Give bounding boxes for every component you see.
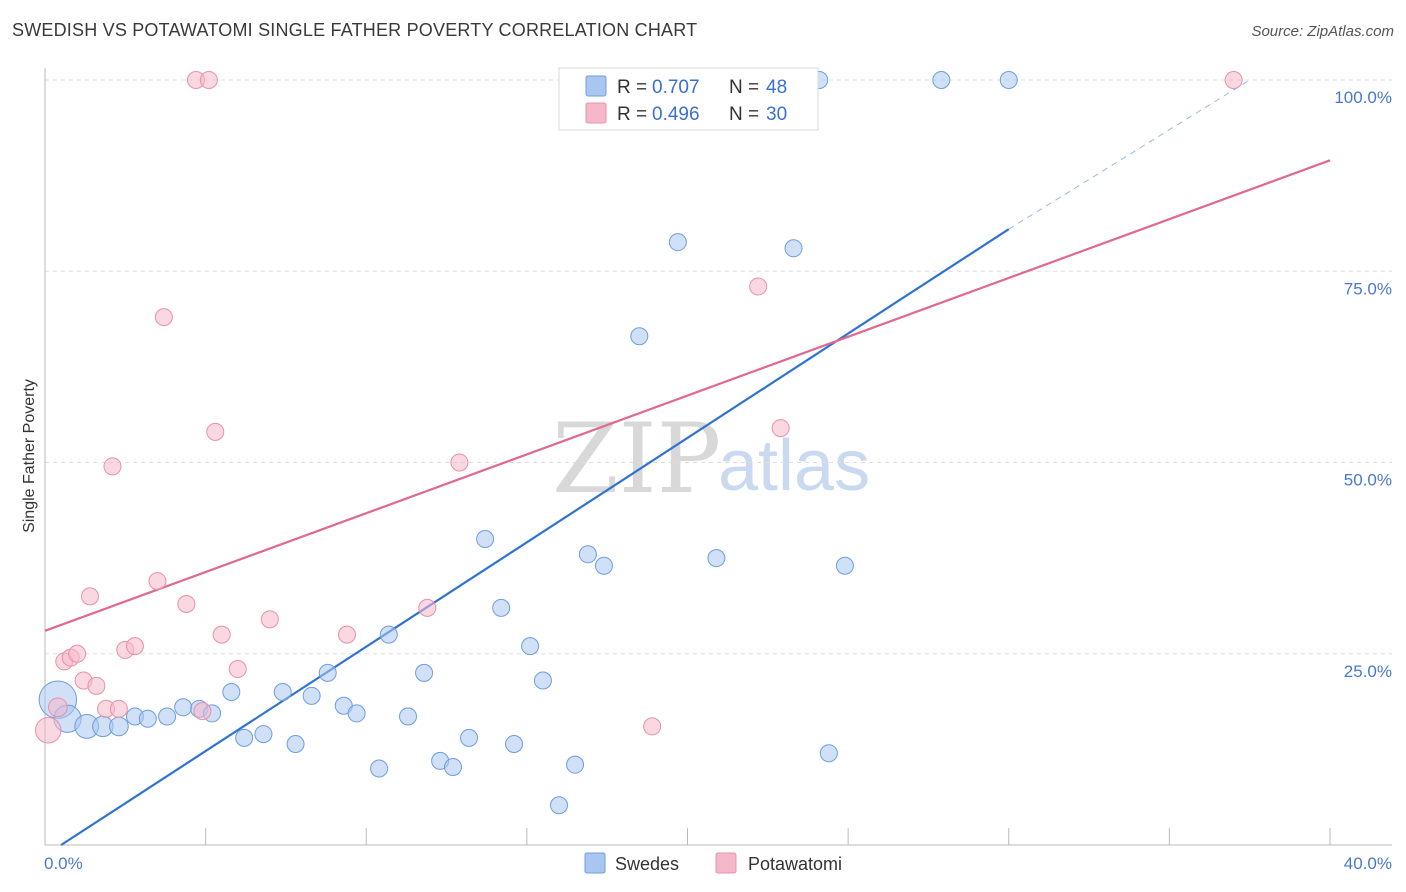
potawatomi-point [87,676,106,695]
potawatomi-point [109,699,128,718]
potawatomi-point [48,697,68,718]
swedes-point [347,704,366,723]
swedes-point [254,725,273,744]
potawatomi-point [68,644,87,663]
potawatomi-point [212,625,231,644]
swedes-point [443,757,462,776]
potawatomi-point [193,702,212,721]
swedes-point [222,683,241,701]
swedes-point [819,744,838,763]
swedes-point [399,707,418,726]
legend-n-value-potawatomi: 30 [766,104,787,125]
swedes-point [379,625,398,644]
potawatomi-point [125,637,144,656]
swedes-point [932,71,951,89]
watermark-zip: ZIP [552,403,721,515]
legend-n-value-swedes: 48 [766,77,787,98]
legend-bottom-swatch-swedes [584,852,606,874]
legend-bottom: Swedes Potawatomi [584,852,842,874]
swedes-point [273,683,292,701]
legend-r-label-swedes: R = [617,77,647,98]
potawatomi-point [34,717,62,744]
swedes-point [835,556,854,575]
swedes-point [235,728,254,747]
swedes-point [707,549,726,568]
potawatomi-point [643,717,662,736]
swedes-point [521,637,540,656]
x-tick-label: 40.0% [1344,854,1392,873]
swedes-point [505,735,524,754]
potawatomi-point [80,587,99,606]
legend-r-label-potawatomi: R = [617,104,647,125]
swedes-point [594,556,613,575]
swedes-point [566,755,585,774]
swedes-point [318,663,337,682]
legend-r-value-potawatomi: 0.496 [652,104,700,125]
axes [44,68,1392,846]
legend-swatch-swedes [585,75,607,97]
legend-swatch-potawatomi [585,102,607,124]
swedes-point [370,759,389,778]
swedes-point [158,707,177,726]
swedes-point [302,686,321,705]
swedes-point [630,327,649,346]
y-tick-label: 75.0% [1344,279,1392,298]
potawatomi-point [749,277,768,296]
legend-n-label-swedes: N = [729,77,759,98]
tick-labels: 25.0% 50.0% 75.0% 100.0% 0.0% 40.0% [44,88,1392,873]
potawatomi-point [206,422,225,441]
legend-top: R = 0.707 N = 48 R = 0.496 N = 30 [558,67,819,131]
swedes-point [784,239,803,258]
swedes-point [578,545,597,564]
legend-bottom-label-potawatomi: Potawatomi [748,854,842,874]
swedes-point [109,716,129,737]
potawatomi-point [148,572,167,591]
y-tick-label: 25.0% [1344,662,1392,681]
legend-bottom-label-swedes: Swedes [615,854,679,874]
y-tick-label: 100.0% [1334,88,1392,107]
swedes-point [138,709,157,728]
trendlines [44,79,1331,846]
potawatomi-point [177,595,196,614]
chart-title: SWEDISH VS POTAWATOMI SINGLE FATHER POVE… [12,20,698,40]
swedes-trendline [60,228,1010,846]
potawatomi-point [1224,71,1243,89]
legend-bottom-swatch-potawatomi [715,852,737,874]
potawatomi-point [771,419,790,438]
legend-r-value-swedes: 0.707 [652,77,700,98]
potawatomi-point [260,610,279,629]
swedes-point [668,233,687,252]
watermark-atlas: atlas [718,426,870,506]
y-axis-title: Single Father Poverty [21,379,38,533]
source-label: Source: ZipAtlas.com [1251,23,1394,40]
potawatomi-point [103,457,122,476]
potawatomi-point [450,453,469,472]
swedes-point [476,530,495,548]
gridlines [45,79,1392,655]
swedes-trendline-extension [1008,79,1250,230]
swedes-point [533,671,552,690]
potawatomi-point [337,625,356,644]
swedes-point [415,663,434,682]
potawatomi-point [418,598,437,617]
swedes-point [174,698,193,717]
potawatomi-point [199,71,218,89]
swedes-point [286,735,305,754]
potawatomi-point [228,660,247,679]
potawatomi-point [154,308,173,327]
legend-n-label-potawatomi: N = [729,104,759,125]
swedes-point [550,796,568,815]
potawatomi-trendline [44,159,1331,632]
y-tick-label: 50.0% [1344,471,1392,490]
swedes-point [460,728,479,747]
swedes-point [492,598,511,617]
x-tick-label: 0.0% [44,854,83,873]
swedes-point [999,71,1018,89]
